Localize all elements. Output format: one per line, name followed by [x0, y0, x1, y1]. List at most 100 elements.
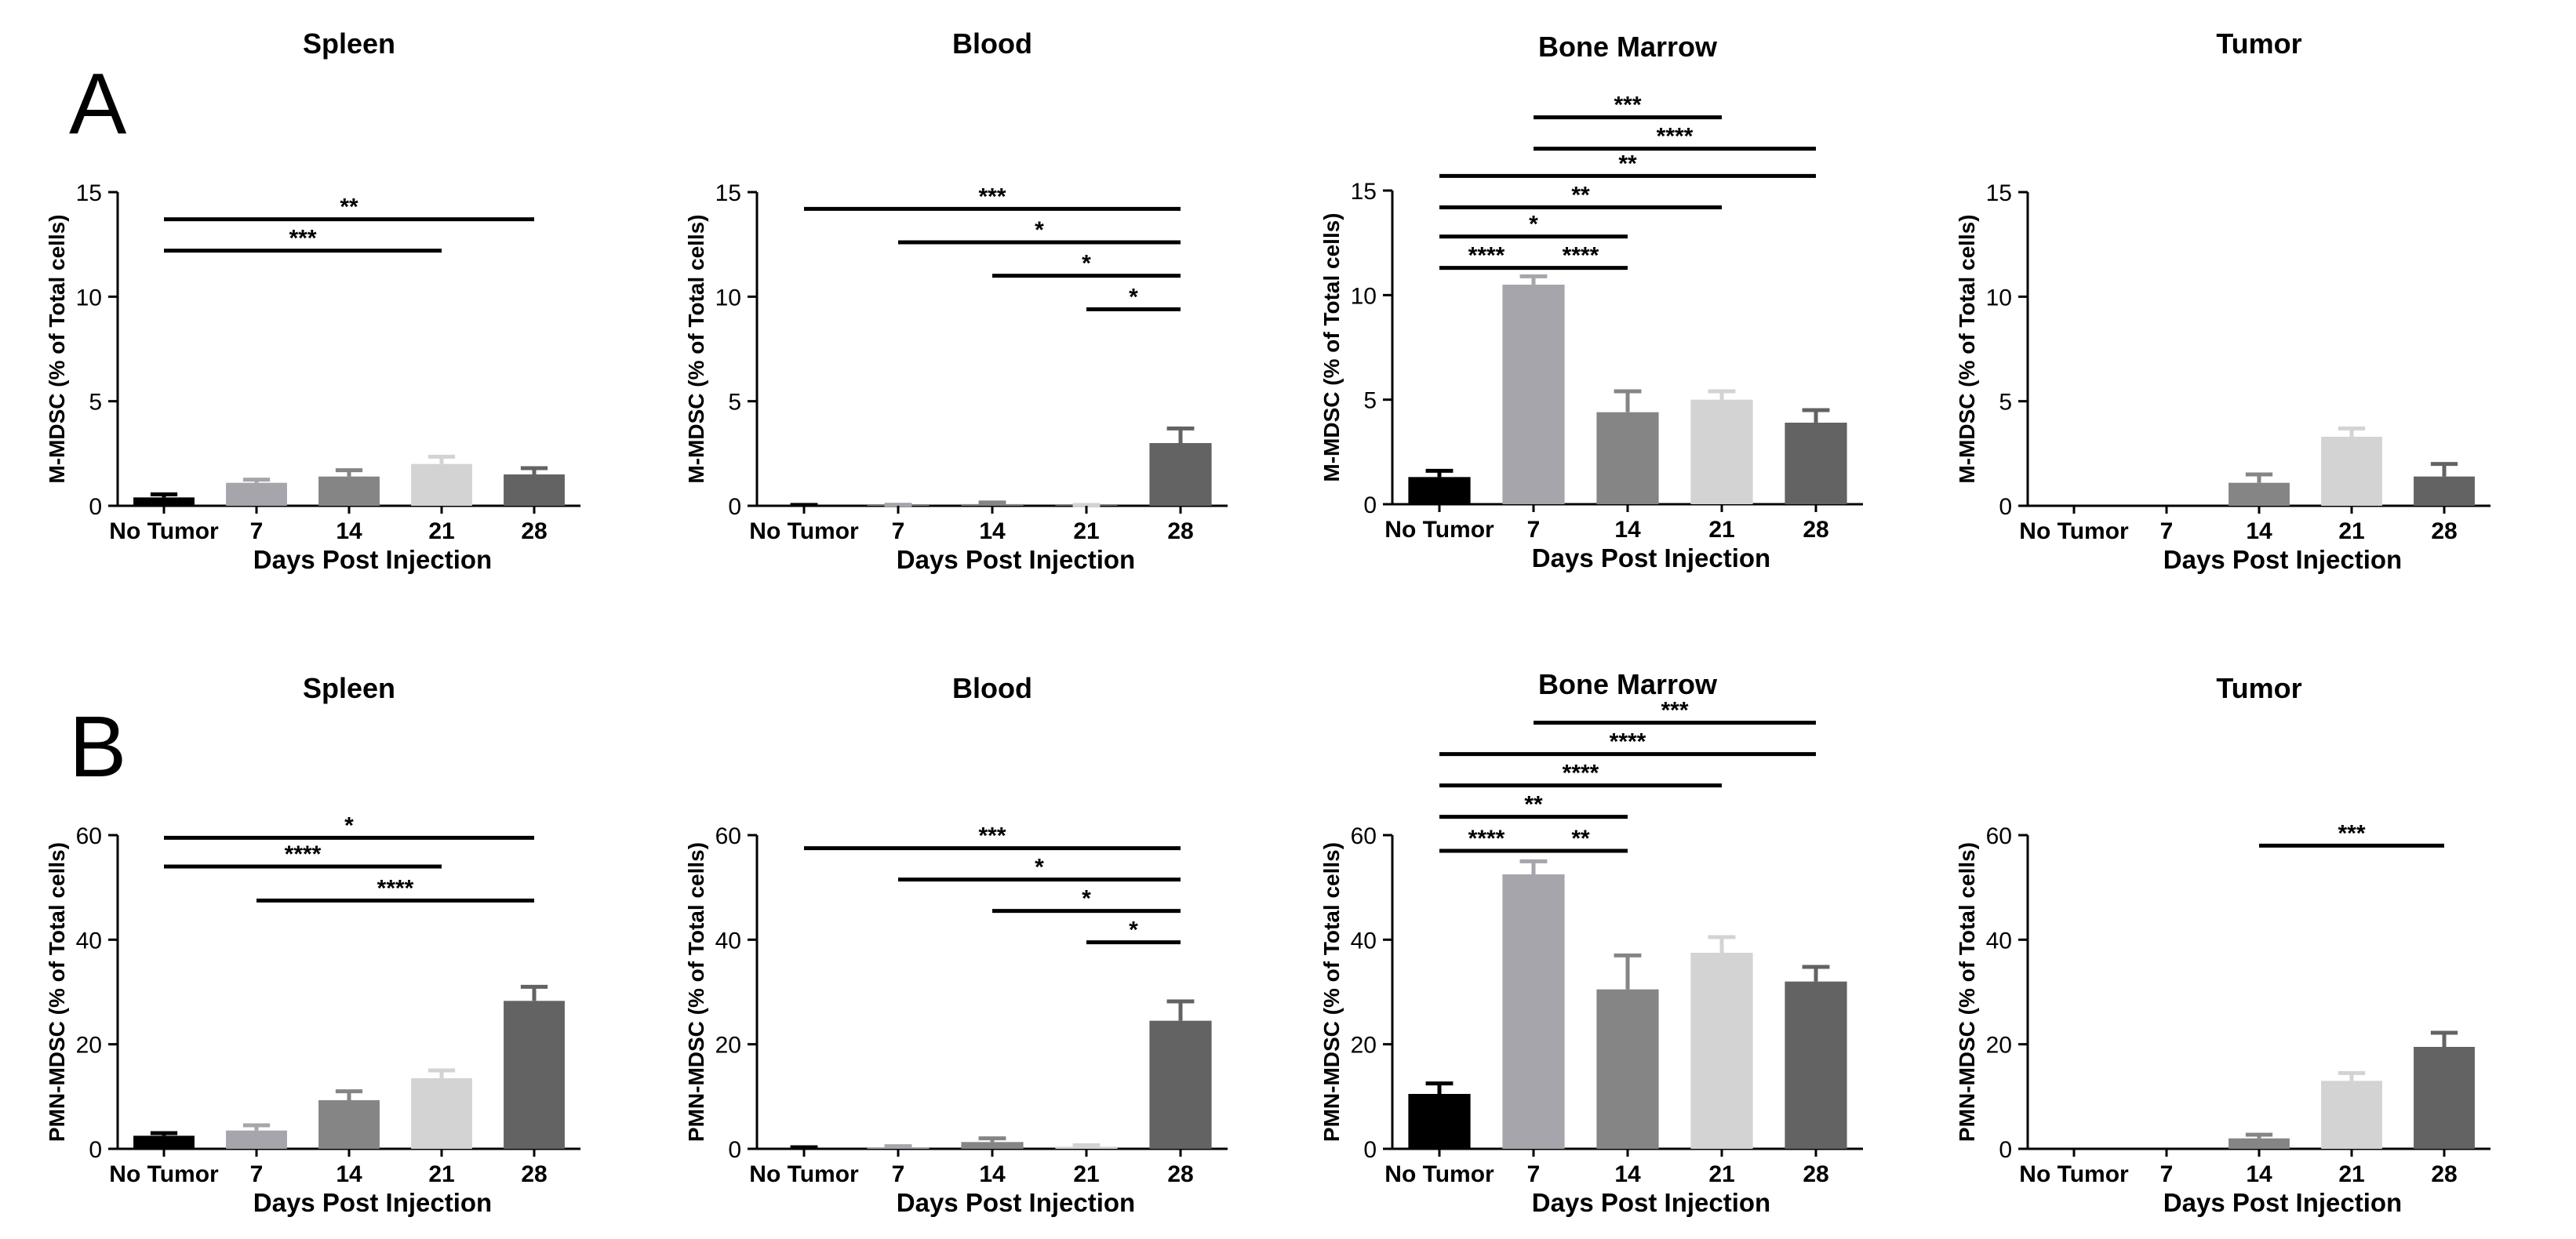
chart-panel: Spleen 0 5 10 15 M-MDSC (% of Total cells) No … — [45, 27, 580, 574]
y-tick-label: 10 — [76, 285, 102, 311]
y-tick-label: 15 — [76, 180, 102, 206]
x-tick-label: 7 — [892, 518, 905, 544]
y-axis-label: PMN-MDSC (% of Total cells) — [1319, 842, 1344, 1142]
bar — [961, 503, 1024, 506]
y-axis-label: M-MDSC (% of Total cells) — [684, 214, 708, 483]
chart-panel: Bone Marrow 0 5 10 15 M-MDSC (% of Total cell… — [1319, 31, 1863, 572]
x-tick-label: No Tumor — [1384, 1161, 1494, 1187]
x-tick-label: 21 — [428, 518, 454, 544]
x-axis-label: Days Post Injection — [897, 545, 1135, 574]
y-tick-label: 0 — [89, 1137, 102, 1163]
y-tick-label: 10 — [715, 285, 741, 311]
significance-label: * — [1129, 284, 1138, 310]
x-tick-label: 21 — [428, 1161, 454, 1187]
charts-container: Spleen 0 5 10 15 M-MDSC (% of Total cells) No … — [45, 27, 2490, 1217]
y-tick-label: 60 — [76, 823, 102, 849]
y-axis-label: PMN-MDSC (% of Total cells) — [684, 842, 708, 1142]
bar — [318, 1100, 380, 1149]
x-tick-label: 28 — [521, 1161, 547, 1187]
x-axis-label: Days Post Injection — [897, 1188, 1135, 1217]
significance-label: * — [1035, 217, 1044, 243]
chart-title: Spleen — [303, 27, 395, 60]
bar — [2229, 482, 2290, 506]
bar — [133, 497, 195, 506]
significance-label: *** — [289, 226, 316, 252]
x-tick-label: 7 — [250, 518, 264, 544]
y-tick-label: 5 — [728, 390, 741, 416]
x-tick-label: 7 — [892, 1161, 905, 1187]
significance-label: ** — [1571, 826, 1590, 852]
x-tick-label: 14 — [1614, 517, 1641, 543]
y-tick-label: 20 — [76, 1033, 102, 1059]
bar — [1596, 989, 1659, 1149]
y-tick-label: 40 — [715, 928, 741, 954]
significance-label: ** — [1524, 792, 1543, 818]
y-tick-label: 40 — [1351, 928, 1377, 954]
bar — [2321, 1081, 2382, 1149]
y-axis-label: PMN-MDSC (% of Total cells) — [45, 842, 69, 1142]
x-tick-label: 21 — [1073, 518, 1099, 544]
x-tick-label: 28 — [2431, 518, 2457, 544]
bar — [226, 1130, 287, 1149]
significance-label: **** — [377, 875, 414, 901]
chart-panel: Blood 0 5 10 15 M-MDSC (% of Total cells) No T… — [684, 27, 1228, 574]
y-tick-label: 0 — [728, 1137, 741, 1163]
x-tick-label: No Tumor — [749, 518, 859, 544]
x-tick-label: 21 — [2338, 518, 2364, 544]
y-axis-label: M-MDSC (% of Total cells) — [1955, 214, 1979, 483]
x-axis-label: Days Post Injection — [1532, 543, 1770, 572]
x-tick-label: 28 — [1167, 518, 1193, 544]
chart-title: Spleen — [303, 672, 395, 704]
x-tick-label: 14 — [1614, 1161, 1641, 1187]
significance-label: **** — [1610, 729, 1646, 755]
bar — [1596, 412, 1659, 504]
chart-panel: Tumor 0 5 10 15 M-MDSC (% of Total cells) No T… — [1955, 27, 2490, 574]
significance-label: *** — [2338, 820, 2365, 846]
y-axis-label: M-MDSC (% of Total cells) — [45, 214, 69, 483]
bar — [1785, 423, 1847, 504]
bar — [1502, 874, 1565, 1149]
y-tick-label: 0 — [1999, 1137, 2012, 1163]
bar — [504, 474, 565, 506]
x-tick-label: 28 — [521, 518, 547, 544]
x-tick-label: 7 — [1527, 517, 1541, 543]
x-tick-label: 14 — [336, 1161, 362, 1187]
y-tick-label: 60 — [1351, 823, 1377, 849]
significance-label: **** — [1468, 243, 1505, 269]
y-tick-label: 15 — [1351, 179, 1377, 205]
y-tick-label: 15 — [1986, 180, 2012, 206]
x-tick-label: 7 — [1527, 1161, 1541, 1187]
significance-label: *** — [978, 823, 1006, 849]
x-tick-label: 28 — [2431, 1161, 2457, 1187]
bar — [1690, 953, 1753, 1149]
y-tick-label: 0 — [728, 494, 741, 520]
chart-panel: Bone Marrow 0 20 40 60 PMN-MDSC (% of Total c… — [1319, 668, 1863, 1217]
x-tick-label: No Tumor — [109, 1161, 219, 1187]
panel-label-a: A — [69, 56, 127, 152]
bar — [1149, 1020, 1212, 1149]
x-tick-label: 7 — [2160, 518, 2174, 544]
x-tick-label: 7 — [2160, 1161, 2174, 1187]
y-tick-label: 15 — [715, 180, 741, 206]
x-tick-label: 28 — [1167, 1161, 1193, 1187]
x-tick-label: 14 — [2246, 518, 2272, 544]
y-axis-label: PMN-MDSC (% of Total cells) — [1955, 842, 1979, 1142]
y-tick-label: 5 — [89, 390, 102, 416]
x-axis-label: Days Post Injection — [2163, 1188, 2402, 1217]
bar — [1149, 443, 1212, 506]
chart-panel: Spleen 0 20 40 60 PMN-MDSC (% of Total cells)… — [45, 672, 580, 1217]
bar — [1055, 1146, 1118, 1149]
chart-panel: Tumor 0 20 40 60 PMN-MDSC (% of Total cells) N… — [1955, 672, 2490, 1217]
significance-label: * — [1082, 886, 1091, 912]
bar — [411, 463, 472, 506]
x-tick-label: 14 — [979, 1161, 1006, 1187]
significance-label: **** — [1563, 761, 1599, 787]
chart-title: Bone Marrow — [1538, 31, 1718, 63]
y-tick-label: 0 — [1363, 1137, 1377, 1163]
x-tick-label: 21 — [1708, 517, 1734, 543]
x-axis-label: Days Post Injection — [253, 1188, 492, 1217]
x-tick-label: 14 — [2246, 1161, 2272, 1187]
bar — [961, 1142, 1024, 1149]
y-tick-label: 60 — [715, 823, 741, 849]
chart-title: Tumor — [2216, 672, 2301, 704]
